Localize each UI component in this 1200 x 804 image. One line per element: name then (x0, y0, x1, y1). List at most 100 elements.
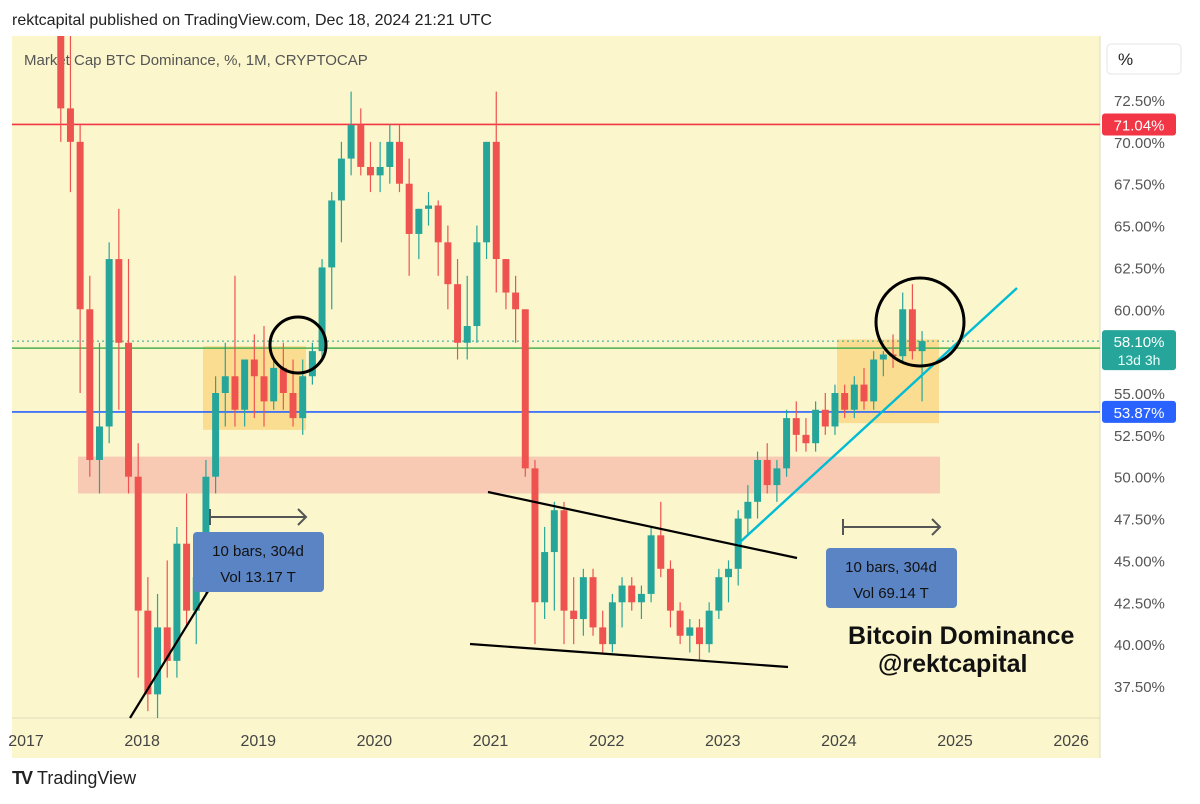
candle-body (57, 36, 65, 109)
candle-body (715, 577, 723, 611)
candle-body (637, 593, 645, 603)
candle-body (231, 376, 239, 410)
x-tick-label: 2023 (705, 733, 741, 750)
candle-body (521, 309, 529, 469)
demand-zone (78, 456, 940, 494)
candle-body (463, 326, 471, 343)
candle-body (86, 309, 94, 460)
highlight-circle (874, 276, 966, 368)
candle-body (705, 610, 713, 645)
y-tick-label: 40.00% (1114, 637, 1165, 654)
candle-body (647, 535, 655, 594)
candle-body (541, 552, 549, 603)
candle-body (308, 351, 316, 377)
measure-label-box (826, 548, 957, 608)
candle-body (821, 409, 829, 427)
current-price-tag (1102, 330, 1176, 371)
y-tick-label: 60.00% (1114, 302, 1165, 319)
x-tick-label: 2026 (1053, 733, 1089, 750)
candle-body (357, 125, 365, 167)
y-tick-label: 45.00% (1114, 553, 1165, 570)
candle-body (163, 627, 171, 661)
candle-body (115, 259, 123, 343)
candle-body (841, 393, 849, 410)
current-price-label: 58.10% (1114, 334, 1165, 351)
level-price-label: 53.87% (1114, 405, 1165, 422)
candle-body (376, 166, 384, 176)
candle-body (250, 359, 258, 377)
candle-body (289, 393, 297, 419)
annotation-title: Bitcoin Dominance (848, 622, 1075, 650)
measure-label-bars: 10 bars, 304d (845, 559, 937, 576)
measure-arrow-head (931, 518, 942, 536)
candle-body (792, 418, 800, 435)
candle-body (154, 627, 162, 695)
x-tick-label: 2019 (240, 733, 276, 750)
level-price-label: 71.04% (1114, 117, 1165, 134)
candle-body (725, 568, 732, 578)
candle-body (405, 183, 413, 234)
candle-body (657, 535, 665, 569)
candle-body (202, 476, 210, 578)
candle-body (192, 577, 200, 611)
candle-body (386, 141, 394, 167)
candle-body (899, 309, 907, 357)
percent-scale-label: % (1118, 50, 1133, 69)
candle-body (337, 158, 345, 201)
level-price-tag (1102, 113, 1176, 136)
price-axis-area (1100, 36, 1200, 722)
candle-body (76, 141, 84, 310)
publisher-header: rektcapital published on TradingView.com… (12, 12, 492, 29)
y-tick-label: 62.50% (1114, 260, 1165, 277)
candle-body (473, 242, 481, 327)
measure-arrow-head (297, 508, 308, 526)
x-tick-label: 2020 (357, 733, 393, 750)
candle-body (754, 459, 762, 502)
x-tick-label: 2017 (8, 733, 44, 750)
y-tick-label: 70.00% (1114, 135, 1165, 152)
measure-label-volume: Vol 69.14 T (853, 585, 929, 602)
candle-body (483, 141, 491, 243)
x-tick-label: 2024 (821, 733, 857, 750)
candle-body (860, 384, 868, 402)
y-tick-label: 37.50% (1114, 679, 1165, 696)
x-tick-label: 2021 (473, 733, 509, 750)
candle-body (279, 367, 287, 393)
candle-body (134, 476, 142, 611)
measure-label-volume: Vol 13.17 T (220, 569, 296, 586)
x-tick-label: 2018 (124, 733, 160, 750)
chart-title: Market Cap BTC Dominance, %, 1M, CRYPTOC… (24, 52, 368, 69)
candle-body (579, 577, 587, 620)
candle-body (908, 309, 916, 352)
candle-body (812, 409, 820, 444)
candle-body (850, 384, 858, 410)
candle-body (589, 577, 597, 628)
candle-body (831, 393, 839, 427)
candle-body (299, 376, 307, 419)
candle-body (676, 610, 684, 636)
candle-body (686, 627, 694, 636)
candle-body (183, 543, 191, 611)
measure-label-bars: 10 bars, 304d (212, 543, 304, 560)
measure-label-box (193, 532, 324, 592)
y-tick-label: 67.50% (1114, 177, 1165, 194)
candle-body (144, 610, 152, 695)
annotation-handle: @rektcapital (878, 650, 1027, 678)
candle-body (415, 208, 423, 234)
candle-body (492, 141, 500, 260)
candle-body (618, 585, 626, 603)
tradingview-wordmark: TradingView (37, 768, 137, 788)
candle-body (425, 205, 432, 209)
tradingview-logo-icon: TV (12, 768, 33, 788)
candle-body (560, 510, 568, 611)
candle-body (531, 468, 539, 603)
candle-body (879, 354, 887, 360)
candle-body (773, 468, 781, 486)
level-price-tag (1102, 400, 1176, 423)
candle-body (221, 376, 229, 393)
highlight-circle (268, 315, 328, 375)
y-tick-label: 72.50% (1114, 93, 1165, 110)
candle-body (502, 259, 510, 293)
candle-body (347, 125, 355, 159)
